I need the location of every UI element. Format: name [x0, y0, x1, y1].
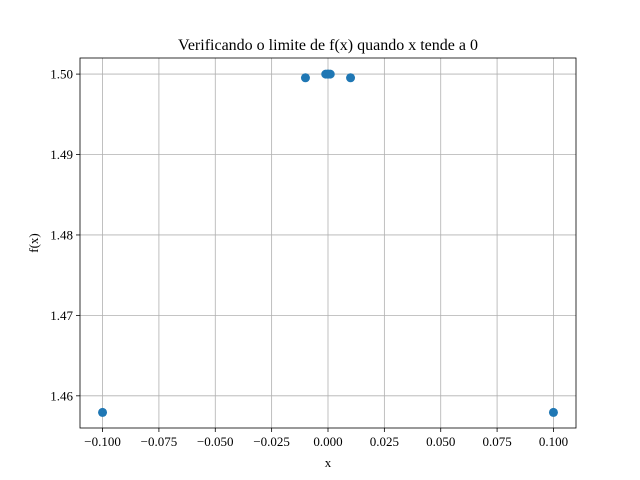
x-tick-label: −0.075	[141, 434, 178, 449]
chart-title: Verificando o limite de f(x) quando x te…	[178, 37, 478, 54]
x-axis-ticks: −0.100 −0.075 −0.050 −0.025 0.000 0.025 0.050 0…	[84, 428, 568, 449]
data-point	[548, 407, 558, 417]
x-axis-label: x	[325, 455, 332, 470]
y-axis-label: f(x)	[26, 233, 41, 253]
x-tick-label: 0.000	[313, 434, 342, 449]
x-tick-label: 0.025	[370, 434, 399, 449]
x-tick-label: −0.100	[84, 434, 121, 449]
y-tick-label: 1.47	[50, 308, 73, 323]
y-tick-label: 1.46	[50, 388, 73, 403]
x-tick-label: 0.050	[426, 434, 455, 449]
x-tick-label: 0.100	[539, 434, 568, 449]
y-axis-ticks: 1.46 1.47 1.48 1.49 1.50	[50, 67, 80, 403]
x-tick-label: −0.025	[253, 434, 290, 449]
data-point	[346, 73, 356, 83]
data-point	[98, 407, 108, 417]
data-points	[98, 69, 558, 417]
y-tick-label: 1.50	[50, 67, 73, 82]
y-tick-label: 1.48	[50, 227, 73, 242]
x-tick-label: −0.050	[197, 434, 234, 449]
x-tick-label: 0.075	[482, 434, 511, 449]
grid	[80, 58, 576, 428]
data-point	[325, 69, 335, 79]
data-point	[300, 73, 310, 83]
y-tick-label: 1.49	[50, 147, 73, 162]
